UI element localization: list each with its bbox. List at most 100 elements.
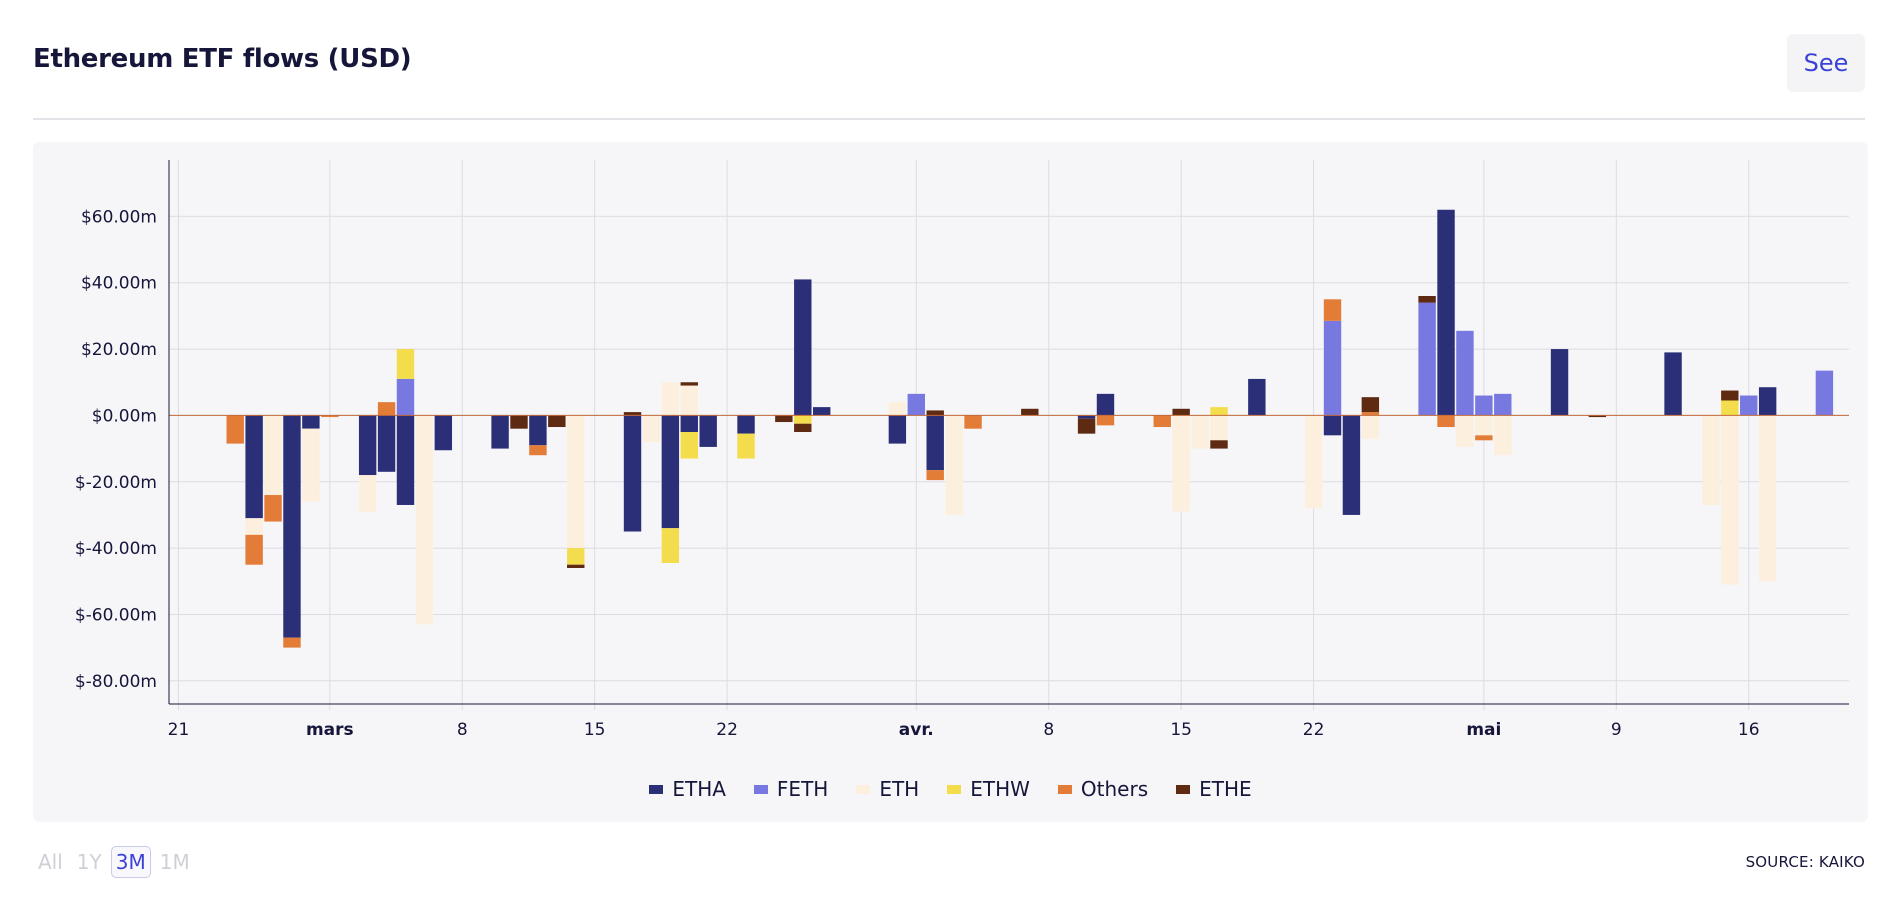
bar-etha-segment bbox=[1077, 415, 1096, 419]
x-tick-label: mars bbox=[306, 720, 354, 740]
legend-swatch bbox=[1057, 784, 1072, 794]
bar-eth-segment bbox=[1210, 415, 1228, 441]
legend-label: FETH bbox=[776, 777, 829, 801]
bar-others-segment bbox=[964, 415, 982, 429]
bar-others-segment bbox=[1323, 299, 1342, 321]
bar-feth-segment bbox=[1740, 395, 1758, 416]
y-tick-label: $0.00m bbox=[92, 406, 157, 426]
legend-label: ETH bbox=[879, 777, 920, 801]
bar-ethe-segment bbox=[1418, 296, 1436, 303]
x-tick-label: 8 bbox=[457, 720, 468, 740]
bar-ethe-segment bbox=[1721, 390, 1739, 401]
bar-etha-segment bbox=[680, 415, 698, 432]
bar-others-segment bbox=[283, 637, 301, 648]
range-button-3m[interactable]: 3M bbox=[110, 846, 151, 878]
bar-ethe-segment bbox=[1210, 440, 1228, 449]
bar-ethw-segment bbox=[396, 349, 415, 379]
bar-ethe-segment bbox=[775, 415, 793, 423]
bar-ethe-segment bbox=[1588, 415, 1607, 418]
x-tick-label: 15 bbox=[1170, 720, 1192, 740]
legend-label: ETHW bbox=[970, 777, 1030, 801]
bar-eth-segment bbox=[1456, 415, 1474, 447]
bar-ethe-segment bbox=[1361, 397, 1380, 413]
bar-others-segment bbox=[377, 402, 396, 416]
source-label: SOURCE: KAIKO bbox=[1745, 853, 1865, 871]
legend-item-ethe[interactable]: ETHE bbox=[1176, 777, 1252, 801]
bar-eth-segment bbox=[1172, 415, 1190, 512]
bar-eth-segment bbox=[1191, 415, 1209, 449]
bar-ethe-segment bbox=[1077, 418, 1096, 434]
y-tick-label: $60.00m bbox=[81, 207, 157, 227]
legend-swatch bbox=[753, 784, 768, 794]
bar-eth-segment bbox=[358, 475, 377, 512]
bar-eth-segment bbox=[661, 382, 680, 416]
range-selector: All 1Y 3M 1M bbox=[33, 846, 195, 878]
bar-etha-segment bbox=[283, 415, 301, 638]
x-tick-label: 22 bbox=[716, 720, 738, 740]
bar-ethw-segment bbox=[661, 528, 680, 564]
bar-etha-segment bbox=[434, 415, 453, 451]
x-tick-label: 9 bbox=[1611, 720, 1622, 740]
bar-eth-segment bbox=[945, 415, 963, 515]
axis-layer: $60.00m $40.00m $20.00m $0.00m $-20.00m $-40.… bbox=[75, 160, 1849, 740]
bar-etha-segment bbox=[1758, 387, 1777, 416]
legend-item-feth[interactable]: FETH bbox=[753, 777, 829, 801]
bar-others-segment bbox=[529, 445, 547, 456]
bar-etha-segment bbox=[377, 415, 396, 472]
bar-etha-segment bbox=[358, 415, 377, 476]
bar-eth-segment bbox=[245, 518, 263, 535]
legend-item-ethw[interactable]: ETHW bbox=[947, 777, 1030, 801]
legend-item-eth[interactable]: ETH bbox=[856, 777, 919, 801]
bar-etha-segment bbox=[302, 415, 320, 429]
bar-feth-segment bbox=[1475, 395, 1493, 416]
range-button-1m[interactable]: 1M bbox=[159, 850, 190, 874]
bar-ethe-segment bbox=[680, 382, 698, 386]
bar-etha-segment bbox=[396, 415, 415, 505]
bar-ethw-segment bbox=[1721, 400, 1739, 416]
bar-feth-segment bbox=[1494, 393, 1512, 416]
y-tick-label: $-80.00m bbox=[75, 672, 157, 692]
bar-ethw-segment bbox=[680, 432, 698, 459]
x-tick-label: 15 bbox=[584, 720, 606, 740]
legend-label: ETHE bbox=[1199, 777, 1252, 801]
chart-legend: ETHA FETH ETH ETHW Others ETHE bbox=[33, 774, 1868, 804]
range-button-all[interactable]: All bbox=[38, 850, 63, 874]
bar-etha-segment bbox=[491, 415, 509, 449]
bar-etha-segment bbox=[1342, 415, 1361, 515]
legend-label: Others bbox=[1080, 777, 1149, 801]
bar-eth-segment bbox=[415, 415, 434, 625]
bar-eth-segment bbox=[680, 385, 698, 416]
legend-item-others[interactable]: Others bbox=[1057, 777, 1149, 801]
bar-ethe-segment bbox=[1172, 408, 1190, 416]
bar-etha-segment bbox=[529, 415, 547, 446]
x-tick-label: 8 bbox=[1043, 720, 1054, 740]
bar-etha-segment bbox=[1248, 378, 1266, 416]
see-button[interactable]: See bbox=[1787, 34, 1865, 92]
bar-eth-segment bbox=[1494, 415, 1512, 456]
x-tick-label: 16 bbox=[1738, 720, 1760, 740]
x-tick-label: avr. bbox=[899, 720, 934, 740]
chart-footer: All 1Y 3M 1M SOURCE: KAIKO bbox=[33, 846, 1865, 880]
bar-others-segment bbox=[264, 495, 282, 522]
bar-etha-segment bbox=[1437, 209, 1455, 416]
bar-etha-segment bbox=[245, 415, 263, 519]
legend-item-etha[interactable]: ETHA bbox=[649, 777, 726, 801]
bar-ethw-segment bbox=[567, 548, 585, 565]
bar-ethe-segment bbox=[510, 415, 528, 429]
y-tick-label: $-20.00m bbox=[75, 473, 157, 493]
y-tick-label: $-60.00m bbox=[75, 605, 157, 625]
bar-eth-segment bbox=[264, 415, 282, 496]
bar-feth-segment bbox=[396, 378, 415, 416]
bar-eth-segment bbox=[642, 415, 661, 442]
legend-label: ETHA bbox=[672, 777, 726, 801]
bar-etha-segment bbox=[794, 279, 812, 416]
bar-eth-segment bbox=[1361, 415, 1380, 439]
range-button-1y[interactable]: 1Y bbox=[76, 850, 102, 874]
y-tick-label: $40.00m bbox=[81, 274, 157, 294]
bar-others-segment bbox=[926, 470, 944, 481]
legend-swatch bbox=[1176, 784, 1191, 794]
bar-feth-segment bbox=[1418, 302, 1436, 416]
bar-feth-segment bbox=[1456, 330, 1474, 416]
bar-eth-segment bbox=[1758, 415, 1777, 582]
bar-eth-segment bbox=[888, 402, 907, 416]
